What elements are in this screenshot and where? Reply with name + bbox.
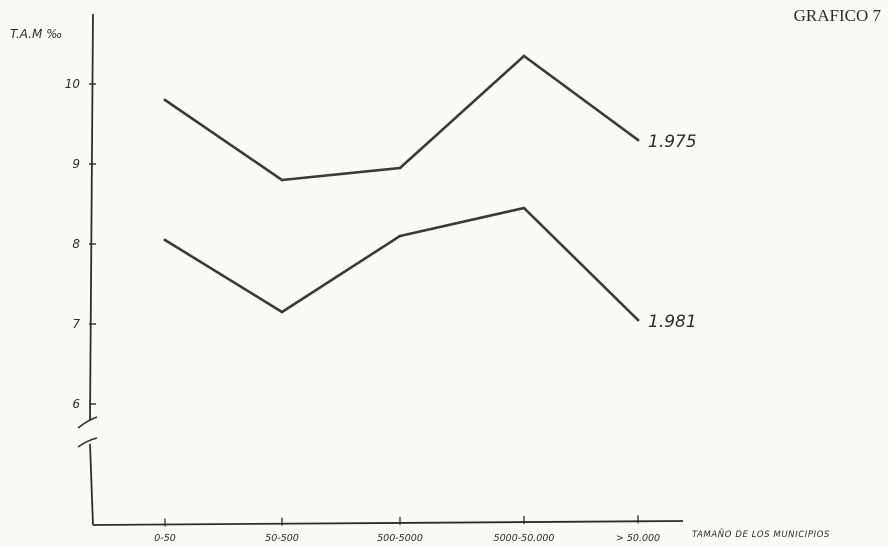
series-end-label: 1.975 <box>648 132 697 152</box>
x-axis-label: TAMAÑO DE LOS MUNICIPIOS <box>692 529 830 540</box>
x-tick-label: 500-5000 <box>377 533 423 544</box>
data-point <box>398 234 402 238</box>
axes <box>77 13 684 526</box>
figure-label: GRAFICO 7 <box>794 6 882 25</box>
x-tick-label: 5000-50.000 <box>494 533 555 544</box>
x-tick-label: 0-50 <box>154 533 176 544</box>
data-point <box>398 166 402 170</box>
y-ticks: 6 7 8 9 10 <box>65 77 96 411</box>
y-axis-label: T.A.M ‰ <box>10 27 62 41</box>
data-point <box>636 318 640 322</box>
series-line-1975 <box>163 54 640 182</box>
x-tick-label: > 50.000 <box>616 533 660 544</box>
y-axis-line-lower <box>89 443 94 526</box>
data-point <box>522 206 526 210</box>
y-tick-label: 10 <box>65 77 81 91</box>
data-point <box>163 98 167 102</box>
x-axis-line <box>92 520 684 526</box>
series-group: 1.975 1.981 <box>163 54 697 332</box>
y-tick-label: 8 <box>72 237 80 251</box>
y-tick-label: 9 <box>72 157 80 171</box>
data-point <box>522 54 526 58</box>
data-point <box>163 238 167 242</box>
axis-break-mark-upper <box>77 416 98 429</box>
x-ticks: 0-50 50-500 500-5000 5000-50.000 > 50.000 <box>154 515 660 544</box>
data-point <box>280 310 284 314</box>
axis-break-mark-lower <box>77 437 98 448</box>
series-end-label: 1.981 <box>648 312 697 332</box>
y-axis-line <box>89 13 94 421</box>
series-line-1981 <box>163 206 640 322</box>
data-point <box>636 138 640 142</box>
y-tick-label: 6 <box>72 397 80 411</box>
x-tick-label: 50-500 <box>265 533 299 544</box>
data-point <box>280 178 284 182</box>
y-tick-label: 7 <box>72 317 80 331</box>
